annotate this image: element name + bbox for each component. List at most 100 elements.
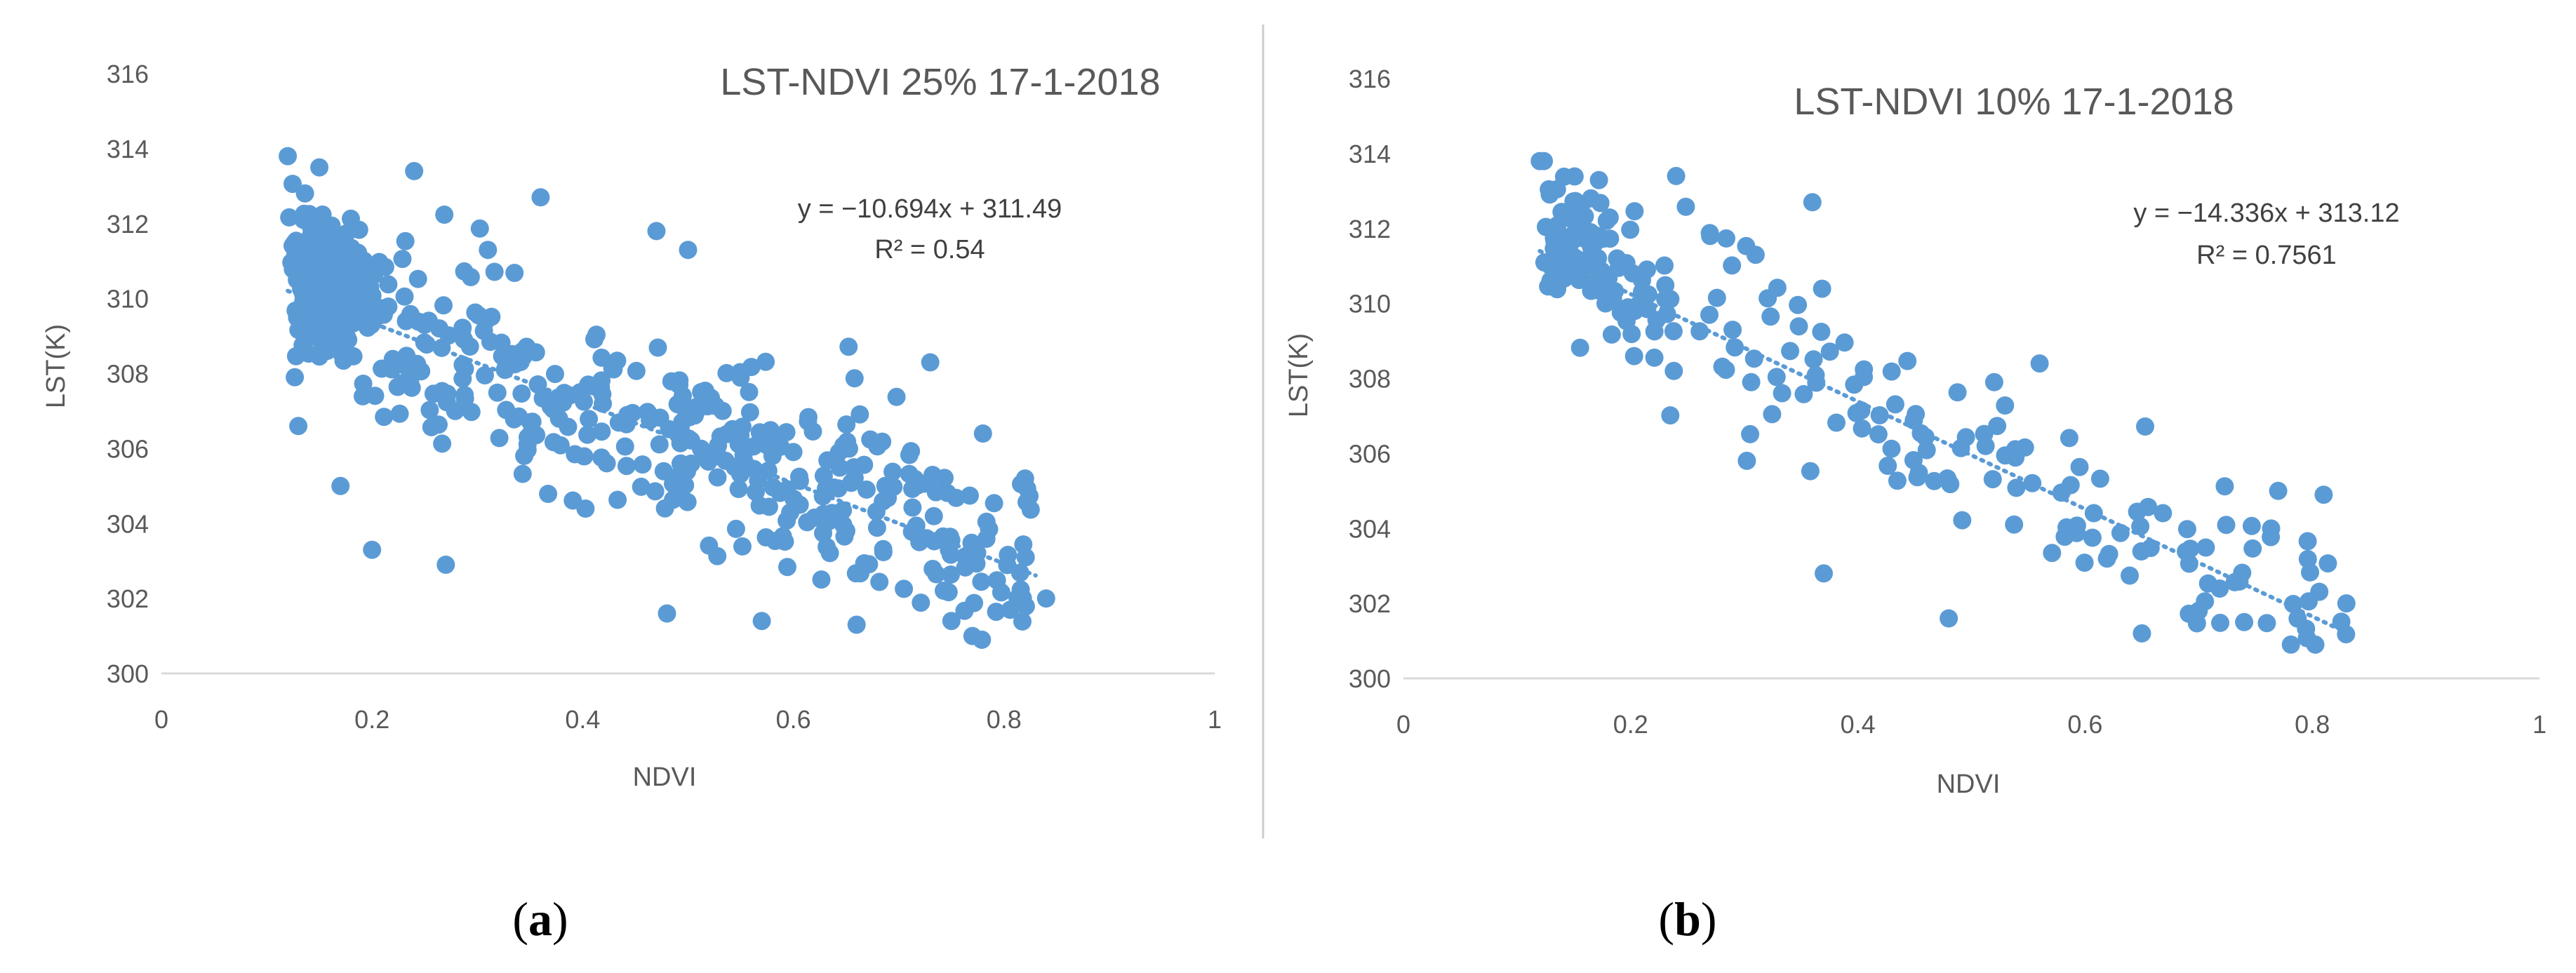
scatter-point: [355, 267, 374, 286]
scatter-point: [752, 612, 771, 631]
scatter-point: [706, 396, 725, 415]
scatter-point: [647, 222, 666, 241]
scatter-point: [424, 384, 443, 403]
scatter-point: [972, 572, 991, 591]
scatter-point: [1621, 220, 1640, 239]
scatter-point: [1656, 290, 1675, 309]
scatter-point: [980, 520, 999, 539]
scatter-point: [287, 260, 306, 279]
y-tick-label: 314: [107, 135, 149, 163]
scatter-point: [730, 363, 749, 382]
scatter-point: [566, 445, 585, 464]
scatter-point: [379, 275, 398, 294]
scatter-point: [632, 477, 650, 496]
scatter-point: [286, 347, 305, 365]
scatter-point: [408, 354, 427, 373]
scatter-point: [2233, 563, 2252, 582]
scatter-point: [1530, 152, 1549, 170]
panel-label-open: (: [512, 892, 528, 946]
scatter-point: [1773, 384, 1791, 403]
scatter-point: [617, 415, 636, 434]
scatter-point: [420, 401, 439, 420]
scatter-point: [770, 483, 789, 502]
scatter-point: [902, 442, 921, 461]
scatter-point: [402, 378, 421, 397]
scatter-point: [1789, 295, 1808, 314]
scatter-point: [733, 417, 752, 436]
scatter-point: [1742, 373, 1761, 391]
scatter-point: [1763, 405, 1782, 424]
scatter-points: [279, 147, 1055, 649]
scatter-point: [1948, 383, 1967, 402]
scatter-point: [1908, 468, 1927, 487]
x-tick-label: 0.4: [565, 705, 600, 734]
scatter-point: [1014, 535, 1033, 554]
scatter-point: [2061, 476, 2080, 495]
x-tick-label: 1: [1208, 705, 1222, 734]
scatter-point: [1767, 368, 1786, 387]
chart-title: LST-NDVI 25% 17-1-2018: [720, 61, 1160, 103]
scatter-point: [817, 479, 835, 498]
scatter-point: [490, 429, 509, 448]
scatter-point: [515, 446, 534, 465]
scatter-point: [1975, 424, 1994, 443]
scatter-point: [2136, 417, 2154, 436]
scatter-point: [485, 262, 504, 281]
scatter-point: [717, 363, 736, 382]
scatter-point: [910, 532, 929, 551]
scatter-point: [1676, 197, 1695, 216]
scatter-point: [686, 406, 704, 425]
scatter-point: [839, 337, 858, 356]
scatter-point: [887, 387, 906, 406]
scatter-point: [1582, 281, 1601, 300]
scatter-point: [576, 499, 595, 518]
scatter-point: [1723, 256, 1742, 275]
scatter-point: [430, 319, 448, 338]
scatter-point: [1717, 229, 1735, 248]
scatter-point: [1820, 342, 1839, 361]
scatter-point: [578, 425, 597, 444]
chart-panel-b: LST-NDVI 10% 17-1-2018 300 302 304 306 308 31…: [1284, 65, 2547, 799]
scatter-point: [992, 583, 1010, 602]
scatter-point: [1597, 211, 1616, 230]
scatter-point: [1647, 311, 1666, 330]
scatter-point: [847, 615, 866, 634]
y-tick-label: 300: [1349, 664, 1391, 693]
chart-panel-a: LST-NDVI 25% 17-1-2018 300 302 304 306 308 31…: [41, 60, 1222, 792]
scatter-point: [469, 306, 488, 325]
y-tick-label: 310: [107, 285, 149, 314]
scatter-point: [845, 369, 864, 388]
scatter-point: [1664, 361, 1683, 380]
scatter-point: [408, 269, 427, 288]
scatter-point: [750, 423, 769, 442]
scatter-point: [2243, 539, 2262, 558]
scatter-point: [2298, 532, 2317, 551]
scatter-point: [453, 369, 472, 388]
scatter-point: [476, 366, 494, 384]
scatter-point: [670, 371, 689, 390]
scatter-point: [1016, 597, 1035, 616]
scatter-point: [812, 570, 831, 589]
scatter-point: [2128, 502, 2147, 521]
scatter-point: [733, 537, 752, 556]
panel-label-open: (: [1658, 892, 1674, 946]
scatter-point: [2288, 609, 2307, 628]
y-tick-label: 304: [1349, 514, 1391, 543]
scatter-point: [375, 408, 394, 427]
scatter-point: [942, 612, 961, 631]
scatter-point: [2189, 601, 2208, 620]
scatter-point: [1582, 246, 1601, 264]
scatter-point: [2284, 595, 2302, 613]
scatter-point: [2196, 538, 2215, 557]
scatter-point: [546, 365, 564, 384]
scatter-point: [1700, 305, 1719, 324]
scatter-point: [286, 368, 305, 387]
scatter-point: [654, 462, 673, 481]
scatter-point: [820, 544, 839, 563]
scatter-point: [1013, 612, 1032, 631]
scatter-point: [1956, 428, 1975, 447]
scatter-point: [1017, 492, 1036, 511]
scatter-point: [283, 175, 302, 194]
x-axis-title: NDVI: [1937, 770, 2001, 799]
